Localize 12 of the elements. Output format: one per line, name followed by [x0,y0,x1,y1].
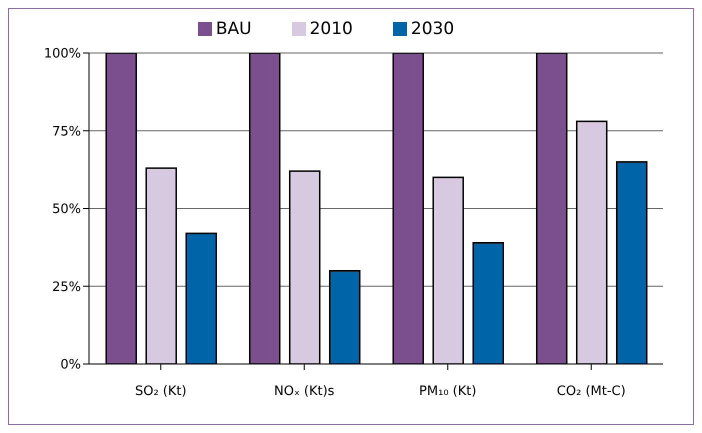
legend-label: 2010 [310,19,353,39]
x-tick-label: SO₂ (Kt) [134,384,187,400]
y-tick-label: 50% [52,202,81,218]
y-tick-label: 100% [44,46,81,62]
y-tick-label: 75% [52,124,81,140]
y-tick-label: 25% [52,280,81,295]
legend-label: 2030 [410,19,454,39]
x-tick-label: NOₓ (Kt)s [274,384,335,400]
y-tick-label: 0% [60,358,81,373]
legend-label: BAU [216,19,252,39]
x-tick-label: PM₁₀ (Kt) [419,384,476,400]
x-tick-label: CO₂ (Mt-C) [556,384,626,400]
